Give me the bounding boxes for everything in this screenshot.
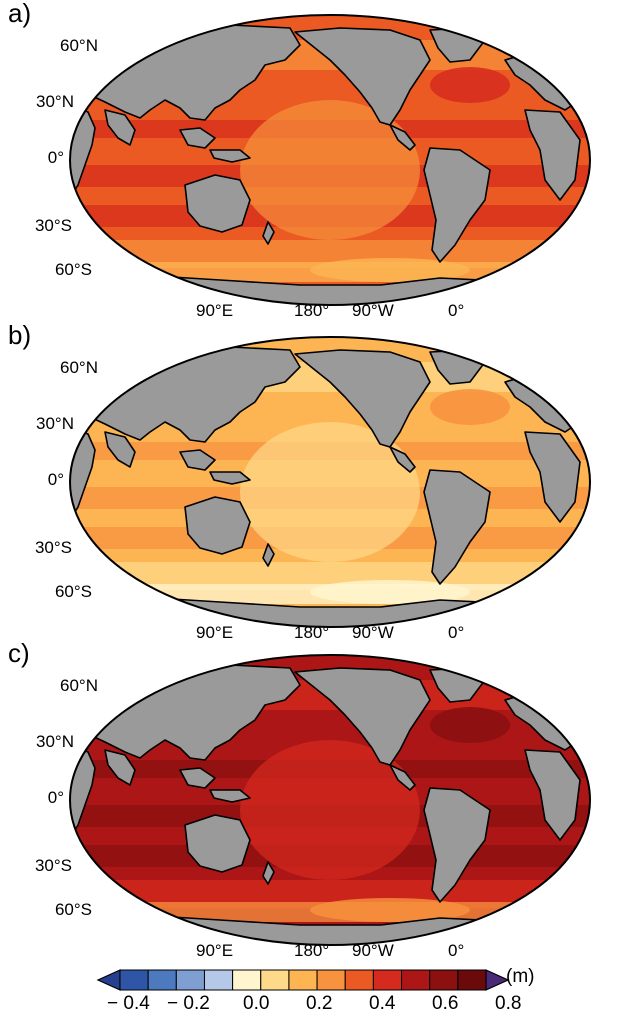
landmass	[104, 109, 136, 146]
landmass	[262, 221, 275, 245]
landmass	[179, 449, 216, 471]
latitude-label: 60°N	[60, 358, 98, 377]
colorbar-tick-label: 0.4	[369, 993, 396, 1014]
colorbar	[0, 960, 617, 1024]
landmass	[423, 147, 491, 263]
map-outline	[69, 654, 591, 946]
latitude-label: 0°	[47, 788, 64, 807]
landmass	[209, 149, 251, 163]
colorbar-segment	[175, 969, 205, 991]
landmass	[179, 767, 216, 789]
colorbar-tick-label: 0.6	[432, 993, 459, 1014]
landmass	[294, 349, 431, 448]
landmass	[389, 764, 416, 791]
colorbar-tick-label: 0.8	[495, 993, 522, 1014]
latitude-label: 60°S	[54, 260, 92, 279]
longitude-label: 0°	[448, 941, 465, 960]
landmass	[294, 667, 431, 766]
colorbar-segment	[147, 969, 177, 991]
colorbar-tick-label: − 0.4	[107, 993, 150, 1014]
colorbar-segment	[119, 969, 149, 991]
landmass	[104, 431, 136, 468]
landmass	[294, 27, 431, 126]
landmass	[184, 814, 251, 873]
landmass	[524, 109, 581, 201]
colorbar-tick-label: 0.2	[306, 993, 333, 1014]
latitude-label: 30°S	[34, 216, 72, 235]
landmass	[524, 431, 581, 523]
colorbar-segment	[260, 969, 290, 991]
landmass	[389, 446, 416, 473]
colorbar-unit: (m)	[506, 966, 535, 987]
colorbar-segment	[232, 969, 262, 991]
landmass	[423, 787, 491, 903]
latitude-label: 30°N	[36, 414, 74, 433]
landmass	[104, 749, 136, 786]
landmass	[389, 124, 416, 151]
latitude-label: 60°S	[54, 582, 92, 601]
longitude-label: 90°E	[196, 623, 234, 642]
world-map	[69, 336, 591, 628]
longitude-label: 90°E	[196, 941, 234, 960]
world-map	[69, 14, 591, 306]
map-outline	[69, 14, 591, 306]
longitude-label: 90°W	[352, 623, 394, 642]
longitude-label: 90°W	[352, 941, 394, 960]
colorbar-svg	[96, 969, 510, 991]
landmass	[184, 174, 251, 233]
panel-label: a)	[8, 0, 32, 28]
longitude-label: 90°W	[352, 301, 394, 320]
colorbar-segment	[429, 969, 459, 991]
latitude-label: 0°	[47, 470, 64, 489]
longitude-label: 0°	[448, 301, 465, 320]
latitude-label: 60°S	[54, 900, 92, 919]
map-field	[70, 337, 590, 627]
longitude-label: 180°	[294, 623, 330, 642]
landmass	[262, 543, 275, 567]
landmass	[209, 789, 251, 803]
latitude-label: 30°N	[36, 92, 74, 111]
longitude-label: 0°	[448, 623, 465, 642]
colorbar-segment	[457, 969, 487, 991]
colorbar-tick-label: − 0.2	[167, 993, 210, 1014]
longitude-label: 180°	[294, 941, 330, 960]
panel-label: b)	[8, 320, 32, 350]
landmass	[423, 469, 491, 585]
colorbar-segment	[372, 969, 403, 991]
world-map	[69, 654, 591, 946]
latitude-label: 60°N	[60, 36, 98, 55]
colorbar-over-triangle	[485, 969, 510, 991]
latitude-label: 60°N	[60, 676, 98, 695]
latitude-label: 30°S	[34, 856, 72, 875]
landmass	[179, 127, 216, 149]
colorbar-segment	[316, 969, 346, 991]
colorbar-tick-label: 0.0	[243, 993, 270, 1014]
longitude-label: 180°	[294, 301, 330, 320]
colorbar-segment	[288, 969, 318, 991]
landmass	[524, 749, 581, 841]
map-panel: b) 60°N 30°N 0° 30°S 60°S 90°E 180° 90°W 0°	[0, 320, 617, 642]
landmass	[262, 861, 275, 885]
longitude-label: 90°E	[196, 301, 234, 320]
colorbar-segment	[401, 969, 431, 991]
latitude-label: 0°	[47, 148, 64, 167]
landmass	[184, 496, 251, 555]
latitude-label: 30°S	[34, 538, 72, 557]
panel-label: c)	[8, 638, 30, 668]
landmass	[209, 471, 251, 485]
colorbar-under-triangle	[96, 969, 121, 991]
colorbar-segment	[344, 969, 374, 991]
colorbar-segment	[203, 969, 234, 991]
map-panel: c) 60°N 30°N 0° 30°S 60°S 90°E 180° 90°W 0°	[0, 638, 617, 960]
latitude-label: 30°N	[36, 732, 74, 751]
map-panel: a) 60°N 30°N 0° 30°S 60°S 90°E 180° 90°W 0°	[0, 0, 617, 320]
map-outline	[69, 336, 591, 628]
